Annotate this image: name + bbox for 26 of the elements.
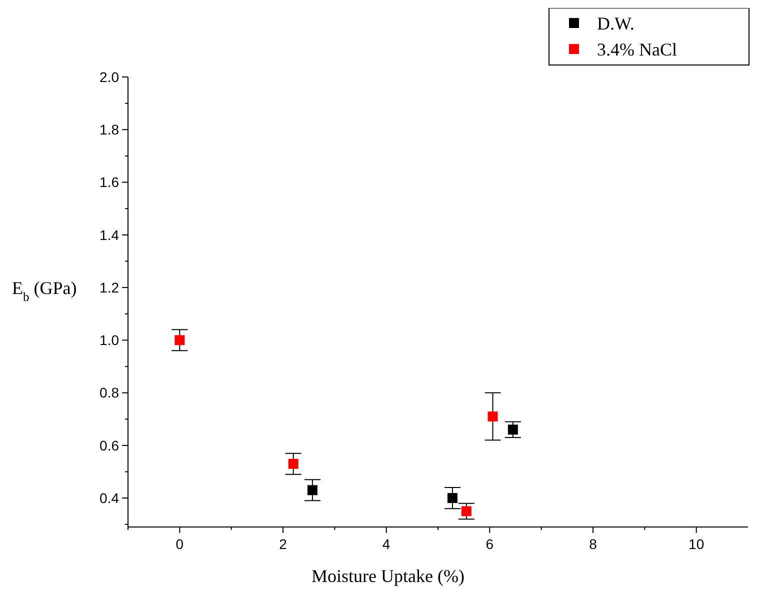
y-tick-label: 1.2	[100, 279, 120, 296]
point	[174, 335, 185, 346]
y-axis-title: E$_{b}$ (GPa)	[12, 278, 77, 304]
x-tick-label: 6	[486, 536, 494, 552]
y-tick-label: 1.6	[100, 174, 120, 190]
legend-label: 3.4% NaCl	[597, 39, 677, 60]
x-tick-label: 4	[382, 536, 390, 552]
point	[307, 485, 318, 496]
y-tick-label: 1.8	[100, 122, 120, 138]
point	[461, 506, 472, 516]
point	[488, 411, 498, 422]
x-axis-title: Moisture Uptake (%)	[312, 566, 464, 586]
x-tick-label: 8	[589, 536, 598, 552]
point	[447, 493, 458, 504]
y-tick-label: 0.4	[100, 490, 120, 506]
y-tick-label: 1.4	[100, 226, 120, 243]
x-tick-label: 10	[688, 536, 704, 552]
y-tick-label: 0.6	[100, 437, 120, 454]
point	[508, 424, 518, 435]
point	[288, 458, 298, 469]
y-tick-label: 2.0	[100, 68, 120, 85]
x-tick-label: 0	[176, 536, 184, 552]
y-tick-label: 1.0	[100, 332, 120, 348]
y-tick-label: 0.8	[100, 384, 120, 401]
x-tick-label: 2	[279, 536, 288, 552]
legend-label: D.W.	[597, 13, 634, 34]
